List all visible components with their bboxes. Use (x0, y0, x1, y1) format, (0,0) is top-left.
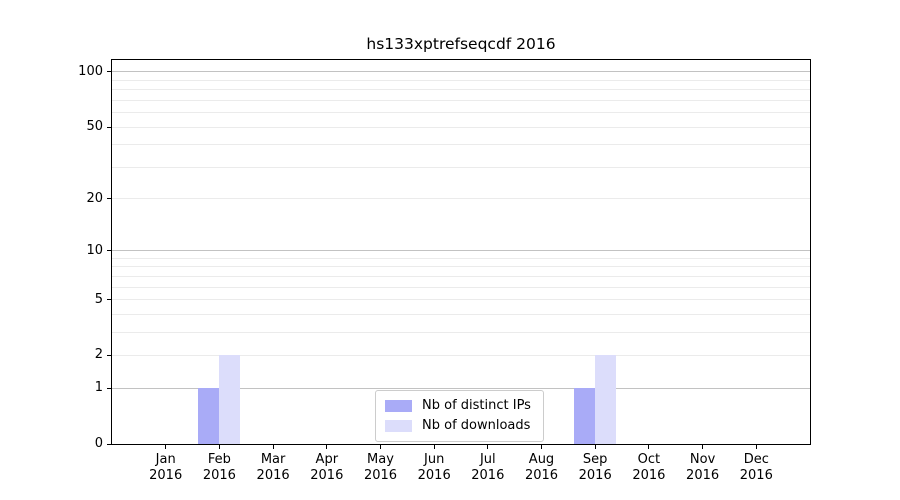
x-tick-label: Sep 2016 (578, 452, 612, 483)
y-tick-mark (107, 443, 112, 445)
bar-nb-of-downloads-feb-2016 (219, 355, 241, 444)
h-gridline-minor (112, 198, 810, 199)
y-tick-label: 100 (78, 63, 103, 79)
h-gridline-minor (112, 79, 810, 81)
x-tick-label: Apr 2016 (310, 452, 344, 483)
y-tick-mark (107, 126, 112, 128)
x-tick-mark (648, 444, 650, 449)
y-tick-mark (107, 198, 112, 199)
h-gridline-minor (112, 266, 810, 268)
h-gridline-minor (112, 286, 810, 288)
x-tick-label: Jan 2016 (149, 452, 183, 483)
legend-swatch-downloads (385, 419, 412, 432)
x-tick-label: Mar 2016 (256, 452, 290, 483)
y-tick-label: 20 (86, 190, 103, 206)
x-tick-mark (165, 444, 167, 449)
x-tick-label: Aug 2016 (524, 452, 559, 483)
legend-label-distinct-ips: Nb of distinct IPs (422, 398, 531, 413)
x-tick-label: Dec 2016 (739, 452, 773, 483)
h-gridline-minor (112, 112, 810, 113)
x-tick-mark (487, 444, 489, 449)
x-tick-mark (755, 444, 757, 449)
bar-nb-of-distinct-ips-sep-2016 (574, 388, 596, 444)
x-tick-mark (218, 444, 220, 449)
h-gridline-minor (112, 331, 810, 333)
h-gridline-minor (112, 166, 810, 168)
x-tick-label: Oct 2016 (632, 452, 666, 483)
h-gridline-major (112, 387, 810, 389)
x-tick-label: Feb 2016 (202, 452, 236, 483)
legend-swatch-distinct-ips (385, 399, 412, 412)
y-tick-mark (107, 299, 112, 300)
x-tick-label: May 2016 (363, 452, 398, 483)
h-gridline-minor (112, 313, 810, 315)
x-tick-mark (433, 444, 435, 449)
x-tick-label: Jul 2016 (471, 452, 505, 483)
y-tick-label: 50 (86, 119, 103, 134)
x-tick-mark (326, 444, 328, 449)
plot-area: Nb of distinct IPs Nb of downloads (111, 59, 811, 445)
h-gridline-minor (112, 299, 810, 300)
chart-title: hs133xptrefseqcdf 2016 (366, 35, 556, 53)
y-tick-label: 2 (94, 347, 103, 363)
x-tick-mark (541, 444, 542, 449)
x-tick-label: Jun 2016 (417, 452, 451, 483)
h-gridline-minor (112, 275, 810, 277)
h-gridline-minor (112, 354, 810, 356)
h-gridline-minor (112, 126, 810, 128)
h-gridline-major (112, 250, 810, 252)
y-tick-mark (107, 250, 112, 252)
h-gridline-minor (112, 144, 810, 146)
y-tick-label: 0 (94, 436, 103, 451)
x-tick-mark (702, 444, 704, 449)
h-gridline-minor (112, 99, 810, 101)
legend-label-downloads: Nb of downloads (422, 418, 531, 433)
y-tick-mark (107, 387, 112, 389)
legend-item-downloads: Nb of downloads (385, 417, 531, 434)
bar-nb-of-distinct-ips-feb-2016 (198, 388, 220, 444)
h-gridline-minor (112, 89, 810, 91)
legend: Nb of distinct IPs Nb of downloads (375, 390, 544, 442)
y-tick-label: 10 (86, 242, 103, 258)
h-gridline-major (112, 71, 810, 73)
x-tick-mark (272, 444, 274, 449)
y-tick-label: 1 (94, 380, 103, 396)
bar-nb-of-downloads-sep-2016 (595, 355, 617, 444)
y-tick-label: 5 (94, 291, 103, 307)
h-gridline-minor (112, 257, 810, 259)
x-tick-label: Nov 2016 (686, 452, 720, 483)
y-tick-mark (107, 354, 112, 356)
x-tick-mark (594, 444, 596, 449)
x-tick-mark (380, 444, 381, 449)
legend-item-distinct-ips: Nb of distinct IPs (385, 397, 531, 414)
y-tick-mark (107, 71, 112, 73)
